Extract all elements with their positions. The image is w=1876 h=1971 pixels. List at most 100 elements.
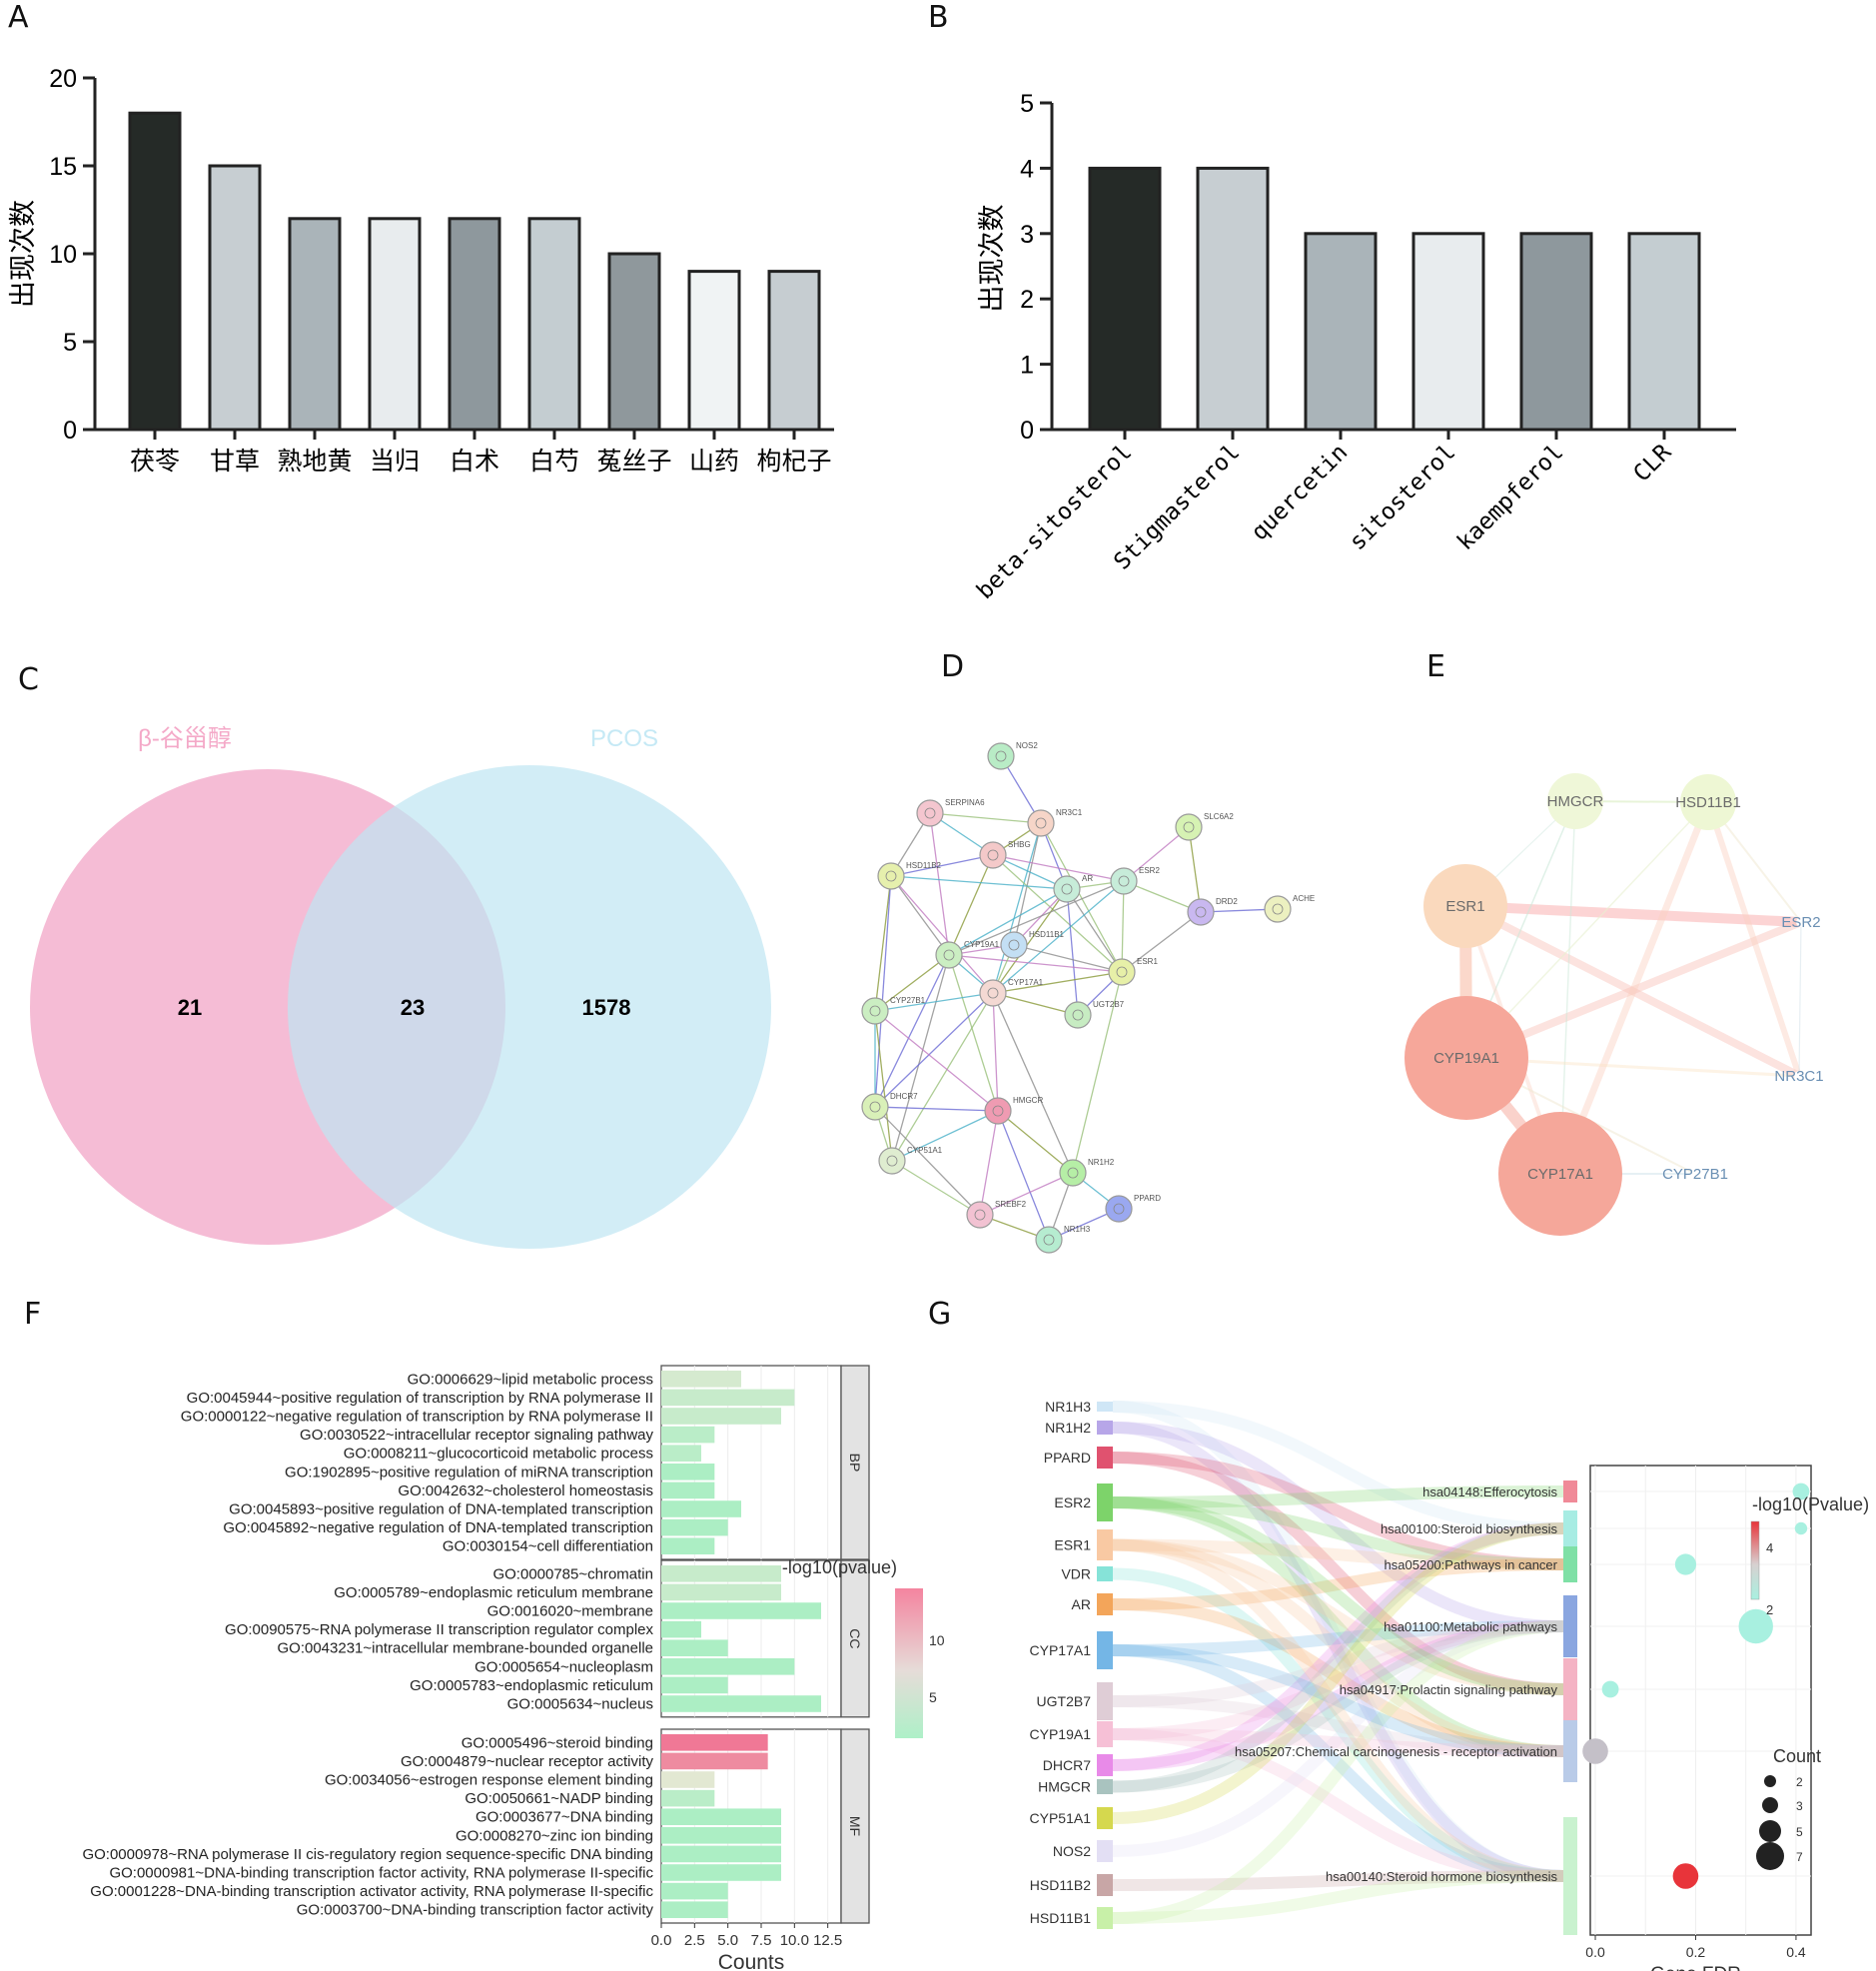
bar [661,1537,715,1554]
bar [661,1583,781,1601]
sankey-gene-label: DHCR7 [1043,1757,1091,1773]
y-tick-label: 1 [1020,352,1034,380]
panel-letter-g: G [928,1297,952,1332]
sankey-gene-label: AR [1072,1596,1091,1612]
sankey-flow [1112,1485,1564,1508]
term-label: GO:1902895~positive regulation of miRNA … [285,1464,653,1480]
node-glyph [987,987,999,999]
facet-strip [840,1365,870,1560]
x-tick-label: 甘草 [210,448,260,476]
node-glyph [1116,966,1128,978]
sankey-gene-node [1097,1840,1113,1862]
node-label: SLC6A2 [1204,812,1234,821]
node-glyph [943,949,955,961]
network-node [1059,1159,1087,1187]
term-label: GO:0030522~intracellular receptor signal… [300,1427,653,1444]
x-tick-label: 0.4 [1786,1944,1806,1960]
network-edge [874,1106,999,1112]
sankey-flow [1112,1598,1564,1757]
sankey-gene-label: HMGCR [1038,1779,1091,1795]
bar [661,1445,701,1462]
venn-count-intersection: 23 [401,995,425,1020]
sankey-flow [1112,1496,1564,1695]
network-edge [948,888,1068,956]
bar [661,1882,728,1900]
y-axis-label: 出现次数 [8,200,38,308]
x-tick-label: 白芍 [529,448,579,476]
bar [288,217,342,432]
network-edge [891,992,994,1162]
node-glyph [1118,875,1130,887]
sankey-gene-node [1097,1721,1113,1747]
y-axis-label: 出现次数 [977,205,1007,313]
legend-size-label: 7 [1796,1850,1803,1864]
bar [661,1389,795,1407]
node-label: HSD11B1 [1675,794,1741,811]
network-node [1108,958,1136,986]
network-edge [1123,826,1190,882]
term-label: GO:0045892~negative regulation of DNA-te… [223,1519,653,1536]
network-node [1105,1195,1133,1223]
bar [661,1864,781,1881]
legend-tick: 4 [1766,1540,1773,1555]
network-node [1110,867,1138,895]
chart-d-network: NOS2 SERPINA6 NR3C1 SLC6A2 SHBG HSD11B2 AR ESR2… [861,741,1315,1254]
network-edge [890,875,994,994]
node-glyph [1061,883,1073,895]
facet-label: MF [847,1816,863,1836]
network-node [861,997,889,1025]
node-label: UGT2B7 [1093,1000,1125,1009]
network-edge [1188,826,1202,913]
sankey-flow [1112,1620,1564,1793]
term-label: GO:0030154~cell differentiation [443,1538,653,1555]
venn-count-right: 1578 [582,995,631,1020]
network-node [1053,875,1081,903]
network-edge [1066,888,1123,973]
network-node [1175,813,1203,841]
sankey-pathway-label: hsa00140:Steroid hormone biosynthesis [1326,1869,1557,1884]
term-label: GO:0005789~endoplasmic reticulum membran… [334,1584,653,1601]
term-label: GO:0016020~membrane [487,1603,653,1620]
network-edge [992,854,1125,882]
network-edge [1705,801,1802,1077]
bar [661,1408,781,1425]
x-tick-label: 菟丝子 [596,448,671,476]
network-edge [874,1010,893,1162]
sankey-flow [1112,1522,1564,1793]
network-edge [1464,901,1802,927]
sankey-gene-node [1097,1593,1113,1615]
bar [661,1734,768,1751]
node-label: NR1H3 [1064,1225,1091,1234]
term-label: GO:0004879~nuclear receptor activity [401,1753,654,1770]
bar [448,217,501,432]
term-label: GO:0000785~chromatin [492,1565,653,1582]
network-node [1064,1001,1092,1029]
node-glyph [1183,821,1195,833]
term-label: GO:0034056~estrogen response element bin… [325,1772,653,1789]
term-label: GO:0005634~nucleus [507,1696,653,1713]
network-edge [1556,800,1712,1176]
y-tick-label: 10 [49,241,77,269]
x-tick-label: 白术 [450,448,499,476]
node-label: ESR2 [1781,914,1820,931]
panel-letter-f: F [24,1297,42,1332]
network-edge [874,875,892,1012]
bar [661,1789,715,1807]
network-node [1690,1169,1700,1179]
x-tick-label: beta-sitosterol [972,440,1137,604]
network-edge [874,1010,999,1112]
sankey-flow [1112,1870,1564,1924]
node-label: SREBF2 [995,1200,1027,1209]
network-edge [992,822,1042,994]
legend-size-dot [1756,1842,1784,1870]
sankey-flow [1112,1401,1564,1534]
bar [661,1565,781,1582]
node-label: CYP51A1 [907,1146,943,1155]
sankey-gene-label: CYP17A1 [1030,1642,1092,1658]
legend-size-label: 2 [1796,1775,1803,1789]
network-node [1187,898,1215,926]
panel-letter-e: E [1426,649,1445,684]
bar [661,1845,781,1863]
node-label: PPARD [1134,1194,1161,1203]
bar [1627,232,1701,432]
